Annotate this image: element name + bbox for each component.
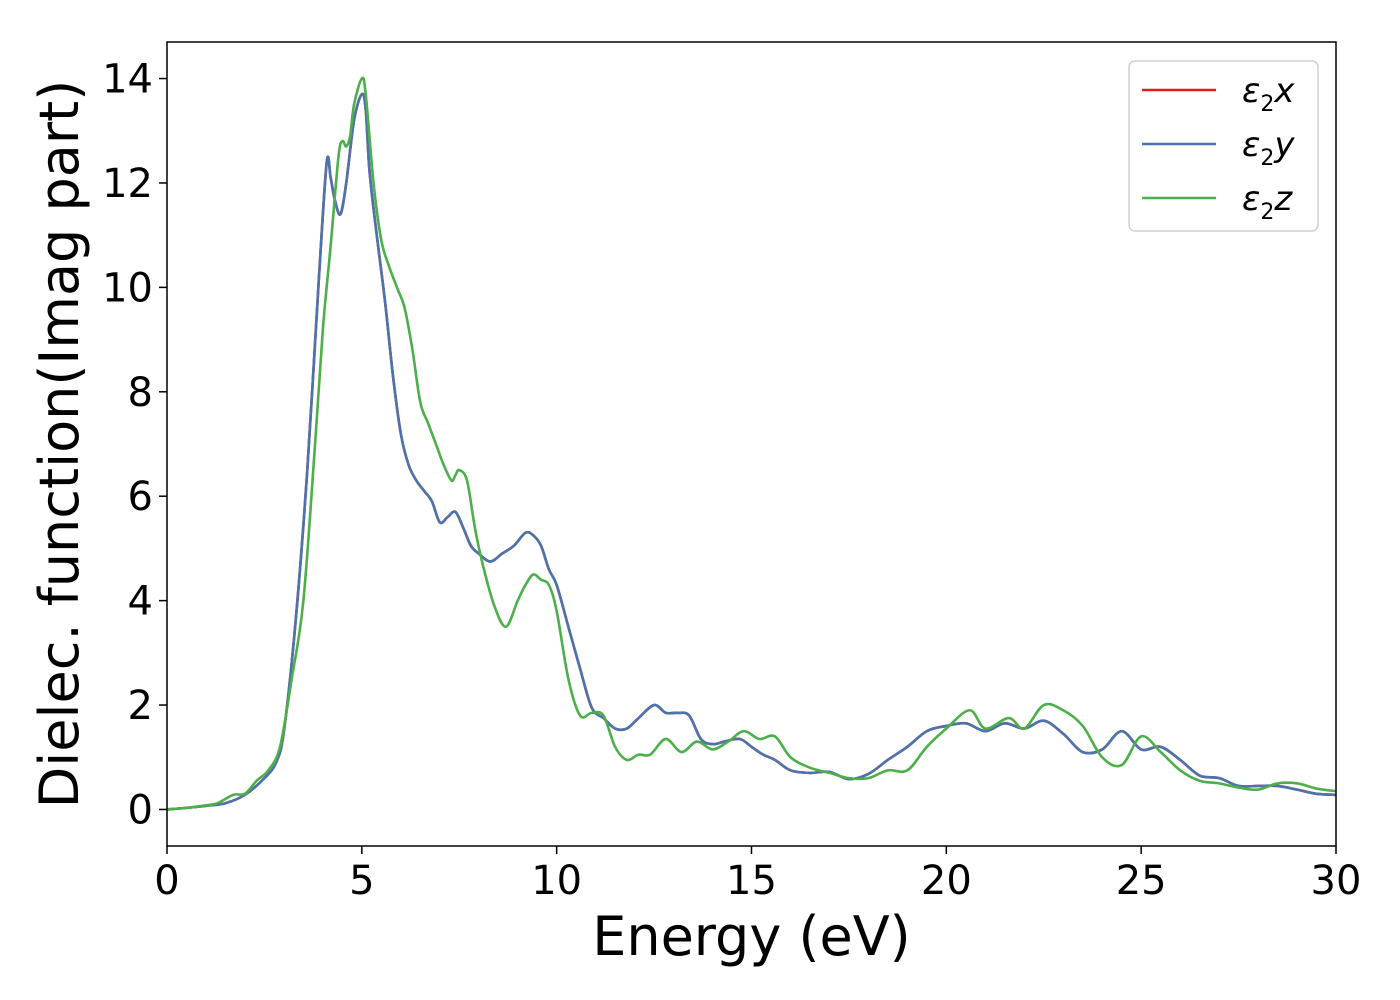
- x-tick-label: 25: [1116, 858, 1167, 904]
- x-tick-label: 10: [531, 858, 582, 904]
- y-axis-title: Dielec. function(Imag part): [28, 80, 91, 809]
- legend-label-base: ε: [1242, 71, 1260, 111]
- x-tick-label: 5: [349, 858, 374, 904]
- legend-label-base: ε: [1242, 179, 1260, 219]
- legend-label-axis: y: [1273, 125, 1295, 165]
- legend-label-x: ε2x: [1242, 71, 1295, 117]
- legend-label-z: ε2z: [1242, 179, 1293, 225]
- legend-label-subscript: 2: [1260, 200, 1274, 225]
- y-tick-label: 14: [102, 57, 153, 103]
- legend-box: [1128, 60, 1319, 232]
- x-tick-label: 20: [921, 858, 972, 904]
- y-tick-label: 0: [128, 787, 153, 833]
- y-tick-label: 2: [128, 683, 153, 729]
- y-tick-label: 4: [128, 579, 153, 625]
- y-tick-label: 8: [128, 370, 153, 416]
- y-tick-label: 12: [102, 161, 153, 207]
- series-line-z: [167, 76, 1336, 811]
- x-tick-label: 30: [1311, 858, 1362, 904]
- x-tick-label: 0: [154, 858, 179, 904]
- x-axis-title: Energy (eV): [592, 905, 911, 968]
- legend-label-axis: x: [1273, 71, 1295, 111]
- y-tick-label: 10: [102, 265, 153, 311]
- legend-label-base: ε: [1242, 125, 1260, 165]
- series-lines: [167, 76, 1336, 811]
- x-axis: 0 5 10 15 20 25 30: [154, 846, 1361, 904]
- series-line-y: [167, 92, 1336, 811]
- y-tick-label: 6: [128, 474, 153, 520]
- legend-label-y: ε2y: [1242, 125, 1295, 171]
- legend-label-subscript: 2: [1260, 146, 1274, 171]
- legend-label-subscript: 2: [1260, 92, 1274, 117]
- x-tick-label: 15: [726, 858, 777, 904]
- y-axis: 0 2 4 6 8 10 12 14: [102, 57, 167, 833]
- legend-label-axis: z: [1273, 179, 1293, 219]
